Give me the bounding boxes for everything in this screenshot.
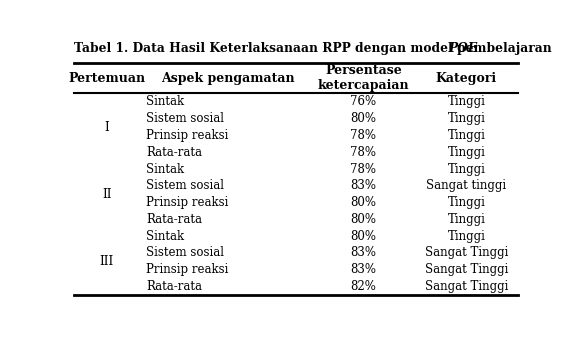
Text: 78%: 78% [350, 163, 376, 175]
Text: Sistem sosial: Sistem sosial [146, 112, 224, 125]
Text: 80%: 80% [350, 196, 376, 209]
Text: 80%: 80% [350, 230, 376, 243]
Text: 83%: 83% [350, 179, 376, 192]
Text: 78%: 78% [350, 146, 376, 159]
Text: Sangat Tinggi: Sangat Tinggi [425, 246, 508, 260]
Text: Prinsip reaksi: Prinsip reaksi [146, 263, 228, 276]
Text: Kategori: Kategori [436, 72, 497, 85]
Text: Sistem sosial: Sistem sosial [146, 179, 224, 192]
Text: Pertemuan: Pertemuan [68, 72, 146, 85]
Text: Prinsip reaksi: Prinsip reaksi [146, 129, 228, 142]
Text: Tinggi: Tinggi [447, 213, 486, 226]
Text: II: II [102, 188, 112, 201]
Text: 80%: 80% [350, 213, 376, 226]
Text: 82%: 82% [350, 280, 376, 293]
Text: Sistem sosial: Sistem sosial [146, 246, 224, 260]
Text: Sintak: Sintak [146, 95, 184, 108]
Text: 76%: 76% [350, 95, 376, 108]
Text: Aspek pengamatan: Aspek pengamatan [161, 72, 295, 85]
Text: Tinggi: Tinggi [447, 196, 486, 209]
Text: Rata-rata: Rata-rata [146, 280, 202, 293]
Text: Tinggi: Tinggi [447, 95, 486, 108]
Text: Tinggi: Tinggi [447, 112, 486, 125]
Text: III: III [100, 255, 114, 268]
Text: 83%: 83% [350, 263, 376, 276]
Text: Sangat Tinggi: Sangat Tinggi [425, 263, 508, 276]
Text: Rata-rata: Rata-rata [146, 213, 202, 226]
Text: Tinggi: Tinggi [447, 129, 486, 142]
Text: Tinggi: Tinggi [447, 146, 486, 159]
Text: Rata-rata: Rata-rata [146, 146, 202, 159]
Text: 78%: 78% [350, 129, 376, 142]
Text: 83%: 83% [350, 246, 376, 260]
Text: POE: POE [448, 43, 477, 55]
Text: Sintak: Sintak [146, 163, 184, 175]
Text: Tabel 1. Data Hasil Keterlaksanaan RPP dengan model pembelajaran: Tabel 1. Data Hasil Keterlaksanaan RPP d… [75, 43, 557, 55]
Text: Prinsip reaksi: Prinsip reaksi [146, 196, 228, 209]
Text: Sintak: Sintak [146, 230, 184, 243]
Text: Sangat tinggi: Sangat tinggi [427, 179, 506, 192]
Text: Sangat Tinggi: Sangat Tinggi [425, 280, 508, 293]
Text: Tinggi: Tinggi [447, 230, 486, 243]
Text: Tinggi: Tinggi [447, 163, 486, 175]
Text: 80%: 80% [350, 112, 376, 125]
Text: I: I [105, 120, 109, 134]
Text: Persentase
ketercapaian: Persentase ketercapaian [317, 64, 409, 92]
